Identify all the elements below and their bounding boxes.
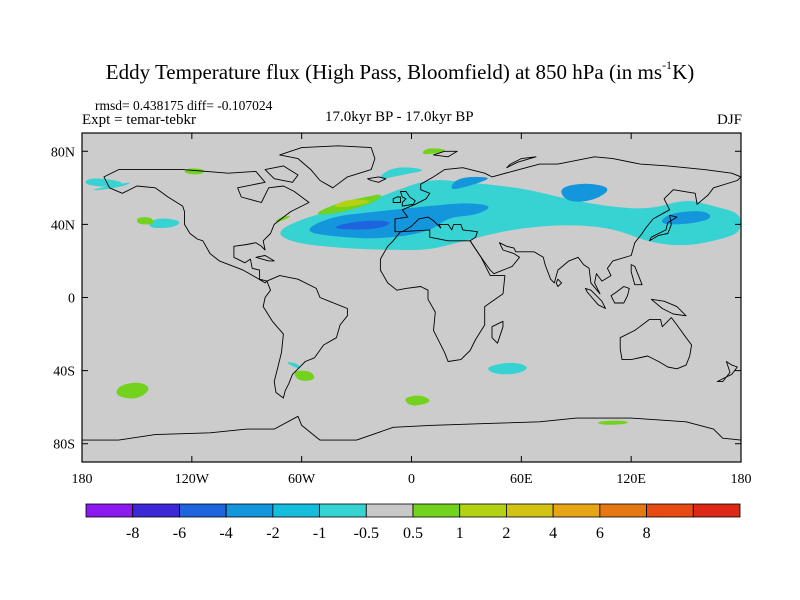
coastline-australia bbox=[619, 317, 693, 370]
colorbar-swatch bbox=[132, 503, 180, 518]
x-tick-label: 180 bbox=[731, 472, 752, 487]
anomaly-region-2 bbox=[336, 220, 390, 230]
colorbar-swatch bbox=[85, 503, 134, 518]
anomaly-region-5 bbox=[662, 211, 711, 225]
anomaly-region-19 bbox=[488, 362, 527, 375]
anomaly-region-8 bbox=[85, 178, 122, 187]
coastline-eurasia bbox=[394, 156, 741, 295]
coastline-baffin bbox=[264, 165, 299, 183]
y-tick-label: 80N bbox=[51, 145, 75, 160]
coastline-ireland bbox=[392, 196, 401, 203]
x-tick-label: 180 bbox=[72, 472, 93, 487]
colorbar-label: -1 bbox=[313, 525, 326, 542]
anomaly-region-14 bbox=[136, 217, 154, 225]
colorbar-label: 8 bbox=[643, 525, 651, 542]
season-label: DJF bbox=[716, 112, 742, 128]
coastline-new-guinea bbox=[650, 298, 687, 317]
anomaly-region-3 bbox=[561, 183, 608, 202]
colorbar-swatch bbox=[506, 503, 554, 518]
colorbar-label: -4 bbox=[219, 525, 232, 542]
colorbar-label: 6 bbox=[596, 525, 604, 542]
colorbar-label: 4 bbox=[549, 525, 557, 542]
colorbar-swatch bbox=[225, 503, 274, 518]
coastline-antarctica bbox=[82, 415, 741, 441]
anomaly-region-9 bbox=[380, 167, 422, 179]
colorbar-swatch bbox=[692, 503, 741, 518]
anomaly-region-6 bbox=[149, 218, 180, 228]
period-label: 17.0kyr BP - 17.0kyr BP bbox=[325, 109, 474, 125]
anomaly-region-20 bbox=[287, 362, 301, 369]
coastline-sri-lanka bbox=[555, 278, 563, 287]
colorbar-label: -8 bbox=[126, 525, 139, 542]
colorbar-label: -0.5 bbox=[354, 525, 379, 542]
colorbar-swatch bbox=[365, 503, 414, 518]
coastline-iceland bbox=[367, 176, 387, 183]
title-main: Eddy Temperature flux (High Pass, Bloomf… bbox=[105, 60, 663, 84]
coastline-sumatra bbox=[584, 287, 606, 309]
colorbar-label: 1 bbox=[456, 525, 464, 542]
map-background bbox=[82, 133, 741, 462]
colorbar-swatch bbox=[319, 503, 367, 518]
colorbar-label: 2 bbox=[502, 525, 510, 542]
stats-label: rmsd= 0.438175 diff= -0.107024 bbox=[95, 98, 273, 113]
anomaly-region-17 bbox=[405, 395, 430, 406]
coastline-new-zealand bbox=[716, 361, 738, 383]
coastline-svalbard bbox=[433, 150, 458, 158]
coastline-philippines bbox=[630, 264, 643, 286]
x-tick-label: 0 bbox=[408, 472, 415, 487]
coastline-layer bbox=[82, 145, 741, 441]
chart-title: Eddy Temperature flux (High Pass, Bloomf… bbox=[0, 58, 800, 85]
coastline-novaya-zemlya bbox=[506, 156, 537, 169]
colorbar-label: -2 bbox=[266, 525, 279, 542]
axis-ticks: 180 120W 60W 0 60E 120E 180 80N 40N 0 40S 80S bbox=[51, 133, 752, 487]
colorbar-swatch bbox=[272, 503, 320, 518]
colorbar: -8 -6 -4 -2 -1 -0.5 0.5 1 2 4 6 8 bbox=[85, 503, 741, 542]
y-tick-label: 0 bbox=[68, 292, 75, 307]
title-superscript: -1 bbox=[662, 58, 673, 72]
coastline-cuba bbox=[255, 255, 275, 262]
coastline-north-america bbox=[103, 169, 310, 284]
coastline-south-america bbox=[262, 275, 348, 399]
anomaly-region-11 bbox=[334, 199, 370, 208]
anomaly-region-18 bbox=[294, 370, 315, 381]
coastline-borneo bbox=[610, 286, 630, 304]
colorbar-swatch bbox=[599, 503, 647, 518]
title-unit: K) bbox=[672, 60, 695, 84]
x-tick-label: 120W bbox=[175, 472, 210, 487]
colorbar-swatch bbox=[179, 503, 227, 518]
coastline-africa bbox=[379, 229, 506, 362]
colorbar-swatch bbox=[552, 503, 601, 518]
y-tick-label: 80S bbox=[53, 438, 75, 453]
colorbar-label: -6 bbox=[173, 525, 186, 542]
colorbar-swatch bbox=[646, 503, 694, 518]
x-tick-label: 120E bbox=[616, 472, 646, 487]
x-tick-label: 60W bbox=[288, 472, 316, 487]
coastline-madagascar bbox=[491, 320, 504, 344]
anomaly-region-13 bbox=[422, 148, 445, 155]
coastline-japan bbox=[649, 214, 678, 242]
anomaly-region-16 bbox=[116, 382, 149, 399]
coastline-great-britain bbox=[400, 191, 416, 207]
anomaly-region-1 bbox=[309, 203, 489, 239]
anomaly-region-21 bbox=[597, 420, 628, 425]
x-tick-label: 60E bbox=[510, 472, 533, 487]
anomaly-region-4 bbox=[451, 176, 488, 190]
coastline-greenland bbox=[279, 145, 376, 189]
colorbar-label: 0.5 bbox=[403, 525, 423, 542]
colorbar-swatch bbox=[412, 503, 461, 518]
experiment-label: Expt = temar-tebkr bbox=[82, 112, 196, 128]
colorbar-swatch bbox=[459, 503, 507, 518]
y-tick-label: 40N bbox=[51, 218, 75, 233]
y-tick-label: 40S bbox=[53, 365, 75, 380]
